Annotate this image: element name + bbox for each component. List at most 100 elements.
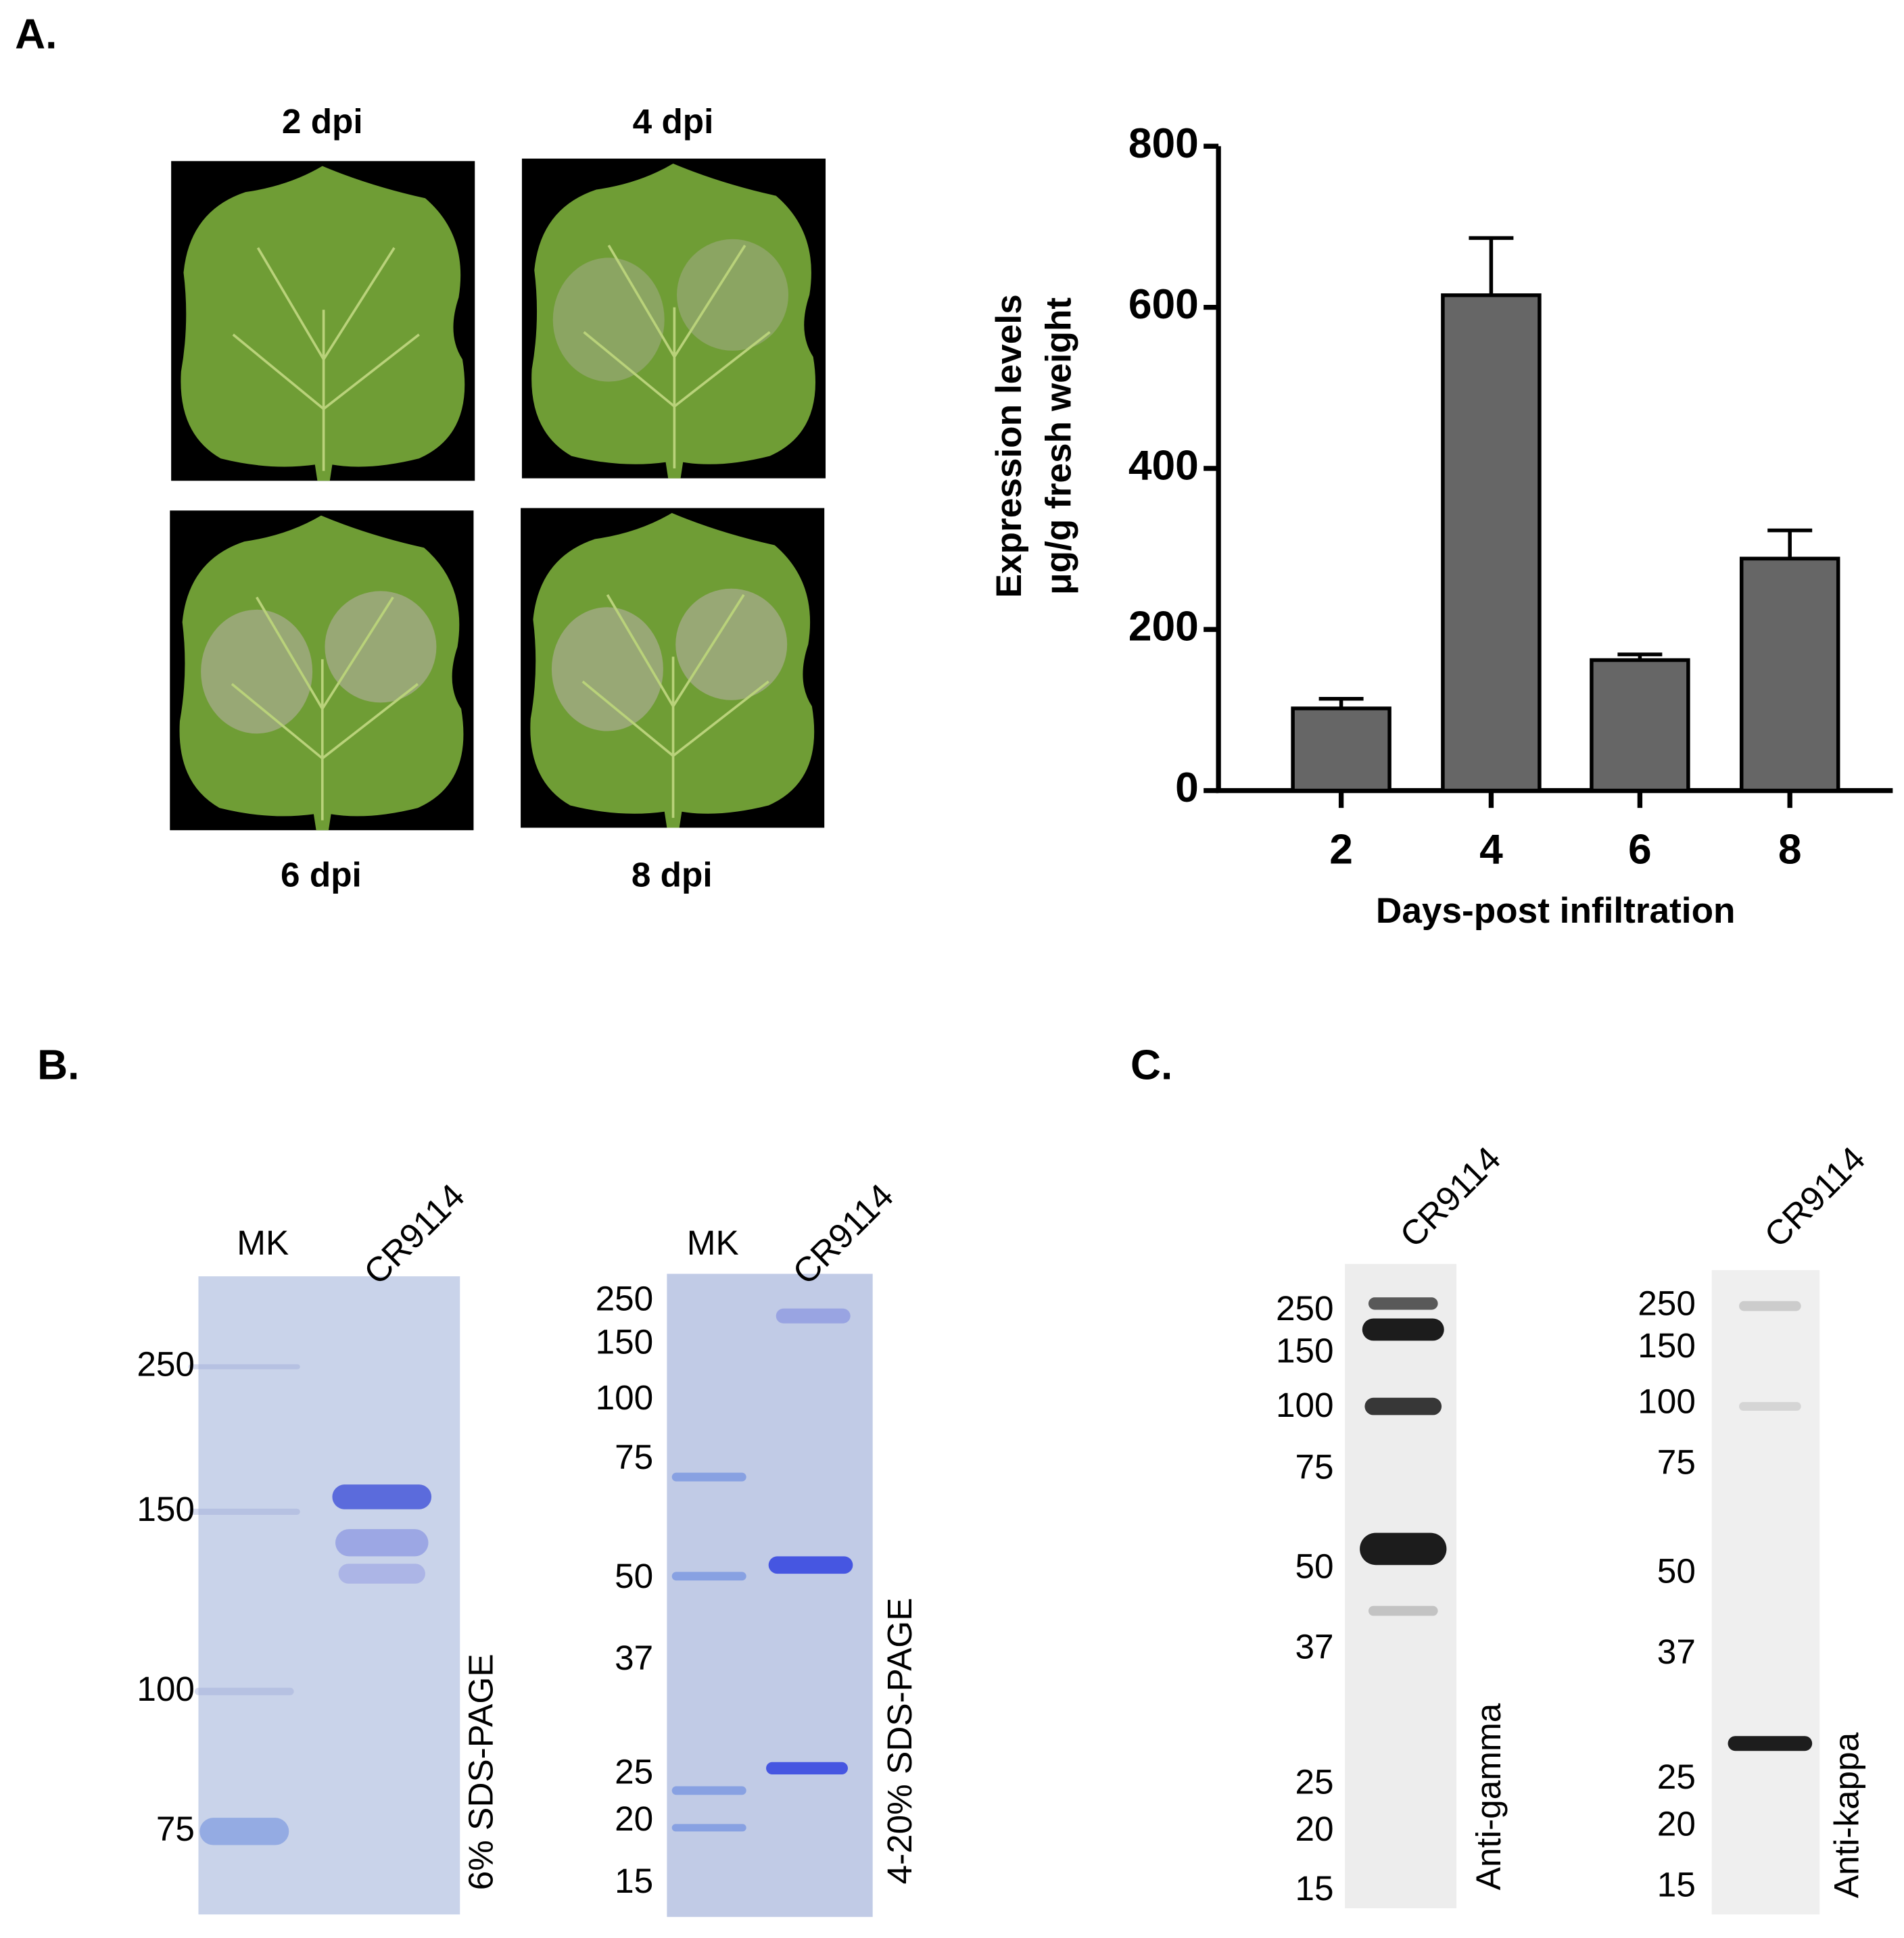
marker-label: 15	[1657, 1865, 1696, 1904]
leaf-label: 2 dpi	[282, 102, 363, 141]
gel-band	[1360, 1532, 1447, 1566]
gel-caption: 6% SDS-PAGE	[462, 1653, 500, 1890]
lane-label: CR9114	[356, 1176, 472, 1292]
gel-band	[1728, 1736, 1813, 1751]
infiltration-spot	[675, 588, 788, 700]
gel	[1711, 1269, 1820, 1915]
lane-label: MK	[687, 1224, 739, 1262]
marker-label: 50	[1295, 1547, 1334, 1585]
gel-band	[1368, 1297, 1438, 1310]
marker-label: 37	[1657, 1632, 1696, 1671]
leaf-photo	[181, 166, 465, 481]
marker-label: 75	[156, 1810, 195, 1848]
panel-label: C.	[1130, 1042, 1172, 1089]
leaf-vein	[581, 593, 769, 818]
gel-band	[194, 1687, 294, 1695]
marker-label: 100	[1638, 1382, 1696, 1420]
x-tick-label: 4	[1479, 827, 1503, 873]
marker-label: 15	[615, 1862, 653, 1900]
infiltration-spot	[552, 258, 665, 382]
gel-band	[199, 1818, 289, 1845]
gel-band	[188, 1508, 300, 1515]
marker-label: 100	[1276, 1386, 1334, 1424]
marker-label: 100	[596, 1378, 654, 1417]
gel-band	[332, 1484, 432, 1509]
leaf-vein	[583, 244, 771, 468]
marker-label: 150	[596, 1322, 654, 1361]
infiltration-spot	[201, 609, 313, 734]
marker-label: 150	[137, 1490, 195, 1528]
marker-label: 250	[137, 1345, 195, 1383]
gel	[1345, 1263, 1457, 1909]
gel-band	[1739, 1301, 1801, 1311]
gel-caption: Anti-kappa	[1828, 1732, 1866, 1898]
gel-band	[671, 1786, 746, 1795]
gel-band	[766, 1762, 849, 1775]
gel-band	[776, 1308, 851, 1324]
marker-label: 250	[596, 1279, 654, 1317]
marker-label: 50	[615, 1557, 653, 1595]
bar	[1441, 293, 1542, 793]
infiltration-spot	[551, 607, 663, 731]
marker-label: 20	[1657, 1805, 1696, 1843]
y-tick-label: 200	[1128, 604, 1199, 650]
gel	[198, 1276, 460, 1915]
leaf-vein	[232, 247, 420, 471]
leaf-label: 4 dpi	[633, 102, 714, 141]
panel-label: B.	[37, 1042, 79, 1089]
marker-label: 37	[1295, 1627, 1334, 1666]
leaf-photo	[530, 512, 815, 828]
marker-label: 250	[1276, 1289, 1334, 1328]
gel-band	[188, 1364, 300, 1370]
gel-band	[338, 1564, 425, 1584]
y-tick-label: 600	[1128, 281, 1199, 328]
gel-band	[1739, 1402, 1801, 1411]
marker-label: 150	[1276, 1331, 1334, 1370]
marker-label: 37	[615, 1639, 653, 1677]
x-tick-label: 8	[1778, 827, 1802, 873]
gel-caption: 4-20% SDS-PAGE	[880, 1598, 919, 1885]
infiltration-spot	[677, 239, 789, 351]
y-tick-label: 400	[1128, 442, 1199, 489]
y-axis-title: μg/g fresh weight	[1039, 297, 1078, 595]
leaf-vein	[231, 596, 419, 821]
lane-label: CR9114	[1757, 1139, 1873, 1255]
marker-label: 75	[1657, 1443, 1696, 1481]
x-tick-label: 2	[1329, 827, 1353, 873]
bar	[1590, 658, 1690, 793]
y-axis-title: Expression levels	[989, 294, 1029, 598]
x-tick-label: 6	[1628, 827, 1652, 873]
y-tick-label: 0	[1175, 765, 1199, 811]
marker-label: 100	[137, 1670, 195, 1708]
gel-band	[1368, 1605, 1438, 1616]
y-tick-label: 800	[1128, 120, 1199, 167]
leaf-label: 8 dpi	[632, 855, 713, 894]
marker-label: 20	[615, 1799, 653, 1838]
marker-label: 250	[1638, 1284, 1696, 1323]
gel-caption: Anti-gamma	[1469, 1703, 1508, 1890]
marker-label: 25	[1295, 1762, 1334, 1801]
panel-label: A.	[15, 11, 57, 57]
lane-label: CR9114	[1393, 1139, 1508, 1255]
marker-label: 25	[1657, 1758, 1696, 1796]
marker-label: 50	[1657, 1552, 1696, 1591]
marker-label: 75	[615, 1438, 653, 1476]
leaf-photo	[179, 515, 464, 831]
leaf-photo	[531, 163, 816, 479]
marker-label: 15	[1295, 1869, 1334, 1908]
gel-band	[1364, 1397, 1442, 1415]
marker-label: 75	[1295, 1448, 1334, 1486]
gel	[667, 1274, 873, 1917]
leaf-label: 6 dpi	[281, 855, 362, 894]
gel-band	[335, 1529, 429, 1557]
marker-label: 20	[1295, 1810, 1334, 1848]
gel-band	[671, 1472, 746, 1482]
bar	[1291, 706, 1391, 793]
gel-band	[671, 1824, 746, 1832]
marker-label: 25	[615, 1753, 653, 1791]
x-axis-title: Days-post infiltration	[1376, 891, 1736, 931]
gel-band	[1362, 1318, 1444, 1341]
bar	[1739, 556, 1840, 793]
